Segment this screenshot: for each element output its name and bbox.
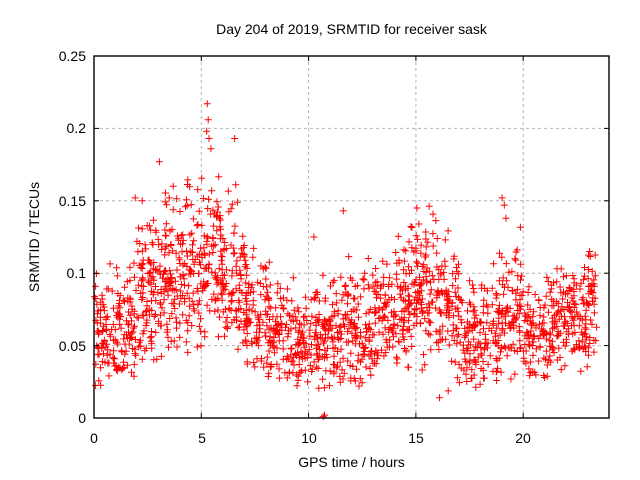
x-axis-label: GPS time / hours — [298, 454, 405, 470]
y-tick-label-0.25: 0.25 — [58, 48, 86, 64]
chart-title: Day 204 of 2019, SRMTID for receiver sas… — [216, 21, 487, 37]
x-tick-label-20: 20 — [515, 430, 531, 446]
y-tick-label-0.2: 0.2 — [66, 120, 86, 136]
y-tick-label-0.1: 0.1 — [66, 265, 86, 281]
x-tick-label-0: 0 — [90, 430, 98, 446]
y-tick-label-0.05: 0.05 — [58, 338, 86, 354]
y-tick-label-0.15: 0.15 — [58, 193, 86, 209]
y-tick-label-0: 0 — [78, 410, 86, 426]
x-tick-label-15: 15 — [408, 430, 424, 446]
x-tick-label-10: 10 — [301, 430, 317, 446]
y-axis-label: SRMTID / TECUs — [26, 181, 42, 293]
x-tick-label-5: 5 — [198, 430, 206, 446]
